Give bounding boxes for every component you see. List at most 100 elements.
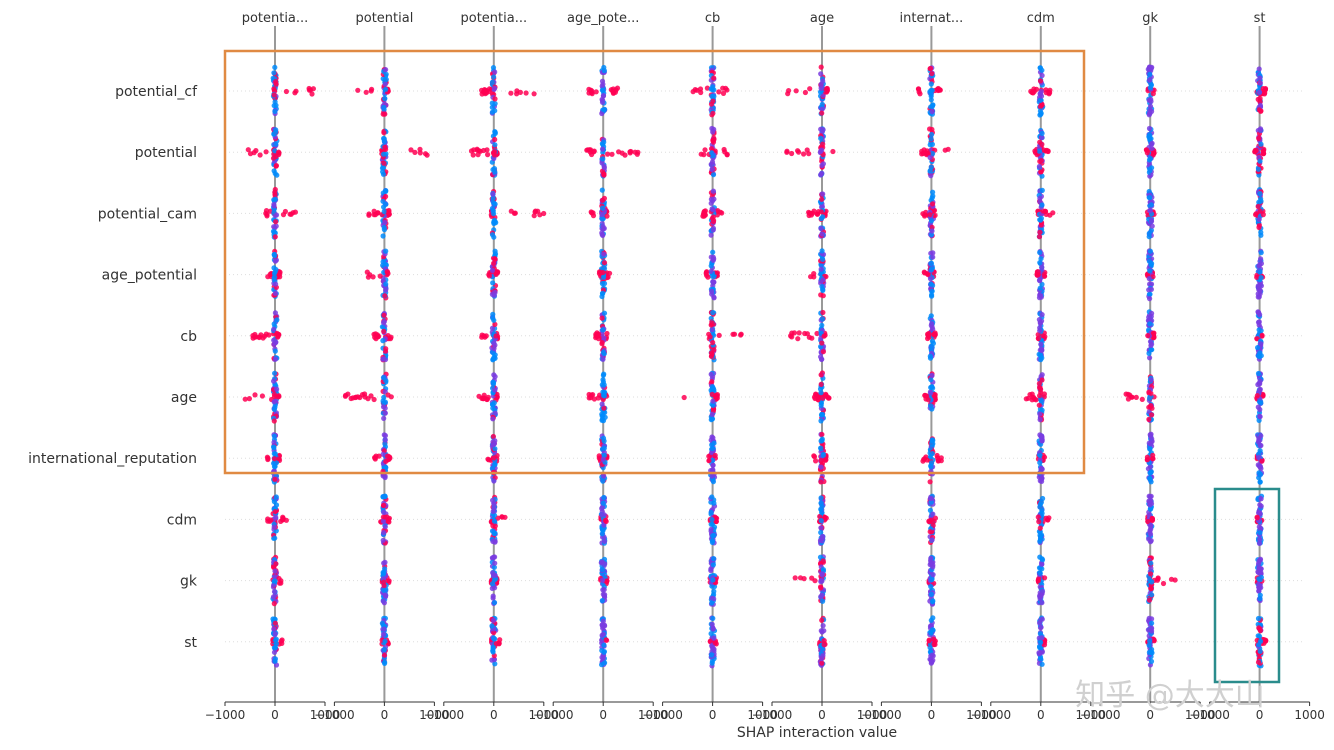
point: [381, 587, 387, 593]
point: [272, 535, 278, 541]
point: [271, 649, 278, 655]
point: [489, 232, 496, 238]
point: [694, 87, 700, 93]
point: [382, 293, 388, 299]
point: [1255, 345, 1261, 351]
point: [271, 524, 277, 530]
point: [809, 335, 815, 341]
x-tick-label-4-2: 0: [599, 708, 607, 722]
point: [716, 332, 722, 338]
point: [819, 431, 825, 438]
cell-age_potential-x-age_potential: [596, 248, 613, 300]
point: [272, 404, 278, 410]
highlight-box-st: [1213, 487, 1281, 684]
point: [721, 146, 727, 153]
point: [1038, 346, 1045, 352]
point: [273, 281, 279, 287]
point: [1257, 442, 1263, 448]
point: [1256, 435, 1262, 442]
point: [804, 147, 810, 153]
point: [820, 141, 826, 147]
point: [252, 392, 258, 398]
column-label-9: gk: [1142, 11, 1158, 26]
point: [929, 559, 935, 566]
point: [381, 104, 387, 111]
point: [1041, 391, 1047, 397]
cell-cb-x-potential_cam: [479, 311, 501, 363]
point: [712, 393, 718, 399]
point: [710, 214, 717, 220]
point: [1256, 216, 1262, 222]
point: [819, 110, 825, 116]
point: [384, 269, 390, 275]
point: [601, 642, 607, 648]
point: [1037, 478, 1043, 484]
point: [820, 598, 826, 604]
cell-potential_cf-x-age: [785, 64, 830, 117]
point: [1257, 576, 1263, 583]
point: [602, 660, 608, 666]
point: [381, 130, 387, 136]
point: [1146, 125, 1153, 132]
point: [1149, 516, 1155, 522]
point: [257, 334, 263, 340]
point: [246, 396, 252, 402]
point: [1148, 218, 1155, 224]
column-label-10: st: [1254, 11, 1266, 26]
point: [600, 478, 606, 484]
row-label-cdm: cdm: [167, 512, 197, 528]
point: [1039, 141, 1045, 147]
point: [1258, 275, 1264, 281]
point: [710, 435, 716, 441]
point: [1257, 502, 1263, 508]
point: [1258, 250, 1264, 256]
point: [710, 249, 716, 255]
point: [523, 90, 529, 96]
point: [598, 560, 604, 566]
point: [927, 154, 933, 161]
point: [292, 90, 298, 96]
point: [818, 209, 824, 215]
point: [930, 627, 936, 633]
point: [1257, 95, 1263, 102]
point: [711, 273, 717, 280]
point: [1148, 522, 1154, 528]
point: [930, 572, 936, 578]
point: [1039, 102, 1045, 108]
point: [709, 320, 715, 326]
point: [531, 91, 537, 97]
point: [1039, 433, 1045, 439]
cell-gk-x-cdm: [1035, 554, 1048, 606]
point: [270, 228, 277, 234]
point: [1147, 502, 1153, 508]
point: [600, 156, 606, 162]
cell-cdm-x-international_reputation: [926, 493, 939, 546]
cell-age-x-potential: [342, 371, 394, 421]
point: [1037, 217, 1043, 223]
point: [926, 518, 932, 524]
point: [1148, 469, 1154, 475]
point: [710, 137, 716, 143]
point: [930, 193, 936, 199]
point: [272, 148, 278, 154]
point: [927, 479, 933, 485]
point: [1151, 150, 1157, 156]
point: [709, 93, 715, 99]
point: [601, 251, 607, 257]
point: [263, 208, 270, 214]
point: [1148, 431, 1154, 437]
point: [355, 87, 361, 93]
point: [1257, 269, 1263, 275]
point: [931, 331, 937, 337]
point: [383, 281, 389, 287]
point: [711, 75, 717, 81]
row-label-potential: potential: [135, 145, 197, 161]
cell-age_potential-x-age: [808, 248, 829, 299]
point: [1037, 229, 1043, 235]
point: [263, 149, 269, 155]
point: [818, 271, 824, 277]
point: [818, 71, 824, 77]
point: [380, 598, 386, 604]
point: [273, 79, 279, 85]
point: [272, 108, 278, 114]
